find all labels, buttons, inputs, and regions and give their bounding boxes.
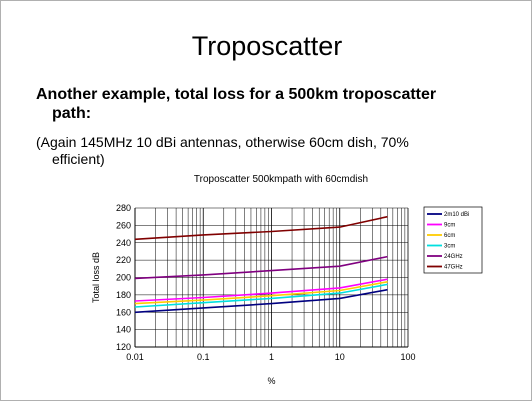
y-tick-label: 120 <box>116 342 131 352</box>
y-tick-label: 180 <box>116 290 131 300</box>
bullet-sub: (Again 145MHz 10 dBi antennas, otherwise… <box>36 134 506 168</box>
series-line-5 <box>134 255 388 280</box>
legend-label: 2m10 dBi <box>444 212 469 218</box>
x-axis-title: % <box>267 376 275 386</box>
y-axis-title: Total loss dB <box>91 252 101 303</box>
bullet-main: Another example, total loss for a 500km … <box>36 85 506 123</box>
y-tick-label: 220 <box>116 255 131 265</box>
series-line-2 <box>134 278 388 302</box>
chart-title: Troposcatter 500kmpath with 60cmdish <box>193 174 369 185</box>
x-tick-label: 100 <box>400 352 415 362</box>
bullet-sub-line2: efficient) <box>52 151 105 167</box>
legend-label: 9cm <box>444 223 455 229</box>
legend-label: 6cm <box>444 233 455 239</box>
series-line-4 <box>134 283 388 308</box>
x-tick-label: 0.1 <box>197 352 210 362</box>
x-tick-label: 0.01 <box>126 352 144 362</box>
y-tick-label: 280 <box>116 203 131 213</box>
legend-label: 47GHz <box>444 265 463 271</box>
y-tick-label: 260 <box>116 220 131 230</box>
legend-label: 3cm <box>444 244 455 250</box>
bullet-sub-line1: (Again 145MHz 10 dBi antennas, otherwise… <box>36 134 409 150</box>
x-tick-label: 1 <box>269 352 274 362</box>
y-tick-label: 160 <box>116 307 131 317</box>
series-line-6 <box>134 215 388 241</box>
y-tick-label: 240 <box>116 238 131 248</box>
legend <box>423 206 483 274</box>
bullet-main-line1: Another example, total loss for a 500km … <box>36 86 437 103</box>
series-line-3 <box>134 281 388 305</box>
bullet-main-line2: path: <box>52 105 92 122</box>
legend-label: 24GHz <box>444 254 463 260</box>
slide-title: Troposcatter <box>191 31 343 61</box>
x-tick-label: 10 <box>335 352 345 362</box>
series-line-1 <box>134 288 388 314</box>
y-tick-label: 140 <box>116 325 131 335</box>
y-tick-label: 200 <box>116 273 131 283</box>
